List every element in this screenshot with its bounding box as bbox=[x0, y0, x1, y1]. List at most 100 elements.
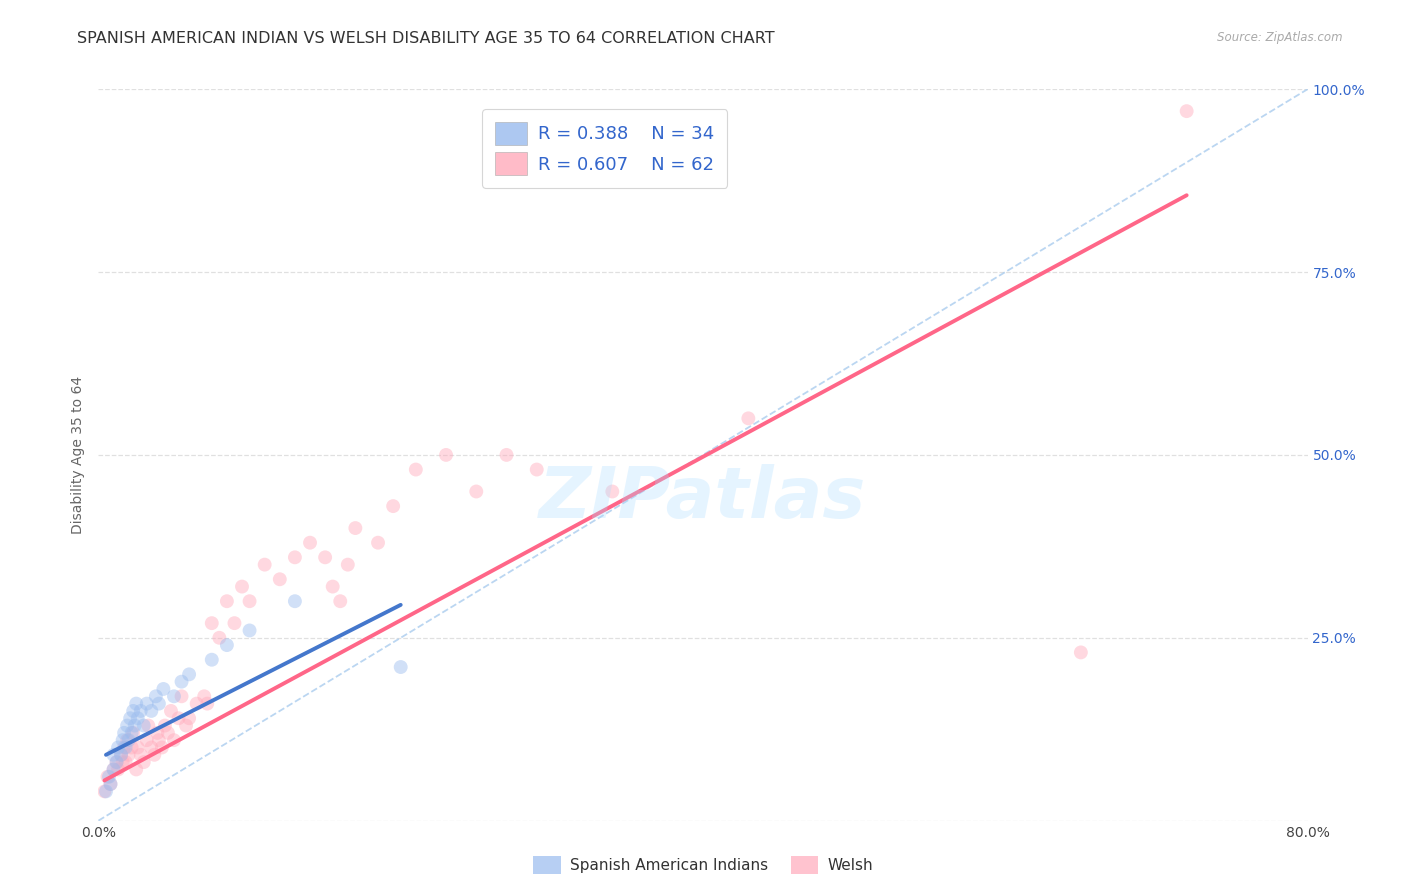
Point bbox=[526, 462, 548, 476]
Point bbox=[112, 740, 135, 755]
Text: ZIPatlas: ZIPatlas bbox=[540, 465, 866, 533]
Point bbox=[195, 697, 218, 711]
Point bbox=[111, 733, 134, 747]
Point bbox=[253, 558, 276, 572]
Point bbox=[122, 726, 145, 740]
Point bbox=[127, 740, 149, 755]
Point bbox=[121, 726, 143, 740]
Point bbox=[1070, 645, 1092, 659]
Point bbox=[129, 704, 152, 718]
Point bbox=[231, 580, 253, 594]
Point bbox=[141, 704, 163, 718]
Text: Source: ZipAtlas.com: Source: ZipAtlas.com bbox=[1218, 31, 1343, 45]
Point bbox=[405, 462, 427, 476]
Point bbox=[336, 558, 359, 572]
Point bbox=[96, 770, 118, 784]
Point bbox=[150, 740, 173, 755]
Point bbox=[465, 484, 488, 499]
Point bbox=[163, 690, 186, 704]
Point bbox=[163, 733, 186, 747]
Point bbox=[114, 755, 136, 769]
Point bbox=[112, 726, 135, 740]
Point bbox=[124, 718, 146, 732]
Point bbox=[94, 784, 117, 798]
Point bbox=[121, 740, 143, 755]
Point bbox=[160, 704, 183, 718]
Point bbox=[208, 631, 231, 645]
Point bbox=[167, 711, 190, 725]
Point bbox=[103, 747, 125, 762]
Point bbox=[148, 697, 170, 711]
Point bbox=[239, 624, 262, 638]
Point bbox=[170, 690, 193, 704]
Point bbox=[322, 580, 344, 594]
Point bbox=[110, 747, 132, 762]
Point bbox=[107, 740, 129, 755]
Point bbox=[495, 448, 517, 462]
Point bbox=[115, 733, 138, 747]
Point bbox=[98, 770, 121, 784]
Point bbox=[153, 718, 176, 732]
Point bbox=[129, 747, 152, 762]
Point bbox=[114, 740, 136, 755]
Point bbox=[145, 690, 167, 704]
Point bbox=[111, 755, 134, 769]
Point bbox=[344, 521, 367, 535]
Point bbox=[115, 718, 138, 732]
Point bbox=[143, 747, 166, 762]
Point bbox=[132, 718, 155, 732]
Point bbox=[135, 733, 157, 747]
Point bbox=[125, 697, 148, 711]
Point bbox=[93, 784, 115, 798]
Point bbox=[329, 594, 352, 608]
Point bbox=[118, 733, 141, 747]
Point bbox=[215, 638, 238, 652]
Point bbox=[367, 535, 389, 549]
Point bbox=[389, 660, 412, 674]
Point bbox=[100, 777, 122, 791]
Point bbox=[105, 755, 128, 769]
Point bbox=[125, 763, 148, 777]
Point bbox=[201, 653, 224, 667]
Legend: R = 0.388    N = 34, R = 0.607    N = 62: R = 0.388 N = 34, R = 0.607 N = 62 bbox=[482, 109, 727, 188]
Point bbox=[1175, 104, 1198, 119]
Point bbox=[135, 697, 157, 711]
Text: SPANISH AMERICAN INDIAN VS WELSH DISABILITY AGE 35 TO 64 CORRELATION CHART: SPANISH AMERICAN INDIAN VS WELSH DISABIL… bbox=[77, 31, 775, 46]
Point bbox=[269, 572, 291, 586]
Point bbox=[299, 535, 322, 549]
Point bbox=[434, 448, 457, 462]
Point bbox=[141, 740, 163, 755]
Point bbox=[215, 594, 238, 608]
Point bbox=[170, 674, 193, 689]
Point bbox=[284, 594, 307, 608]
Point bbox=[201, 616, 224, 631]
Point bbox=[224, 616, 246, 631]
Point bbox=[132, 755, 155, 769]
Point bbox=[602, 484, 624, 499]
Point bbox=[186, 697, 208, 711]
Point bbox=[122, 704, 145, 718]
Point bbox=[100, 777, 122, 791]
Point bbox=[103, 763, 125, 777]
Point bbox=[107, 763, 129, 777]
Point bbox=[120, 711, 142, 725]
Point bbox=[179, 667, 201, 681]
Point bbox=[105, 755, 128, 769]
Point bbox=[382, 499, 405, 513]
Point bbox=[314, 550, 336, 565]
Point bbox=[152, 681, 174, 696]
Point bbox=[136, 718, 159, 732]
Point bbox=[146, 726, 169, 740]
Point bbox=[239, 594, 262, 608]
Point bbox=[193, 690, 215, 704]
Point bbox=[127, 711, 149, 725]
Y-axis label: Disability Age 35 to 64: Disability Age 35 to 64 bbox=[72, 376, 86, 534]
Point bbox=[174, 718, 197, 732]
Point bbox=[284, 550, 307, 565]
Legend: Spanish American Indians, Welsh: Spanish American Indians, Welsh bbox=[527, 850, 879, 880]
Point bbox=[156, 726, 179, 740]
Point bbox=[179, 711, 201, 725]
Point bbox=[118, 747, 141, 762]
Point bbox=[148, 733, 170, 747]
Point bbox=[737, 411, 759, 425]
